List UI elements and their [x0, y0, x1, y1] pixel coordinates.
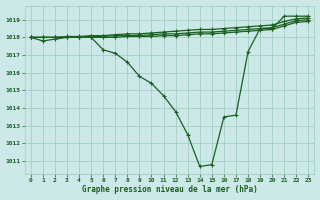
X-axis label: Graphe pression niveau de la mer (hPa): Graphe pression niveau de la mer (hPa): [82, 185, 258, 194]
